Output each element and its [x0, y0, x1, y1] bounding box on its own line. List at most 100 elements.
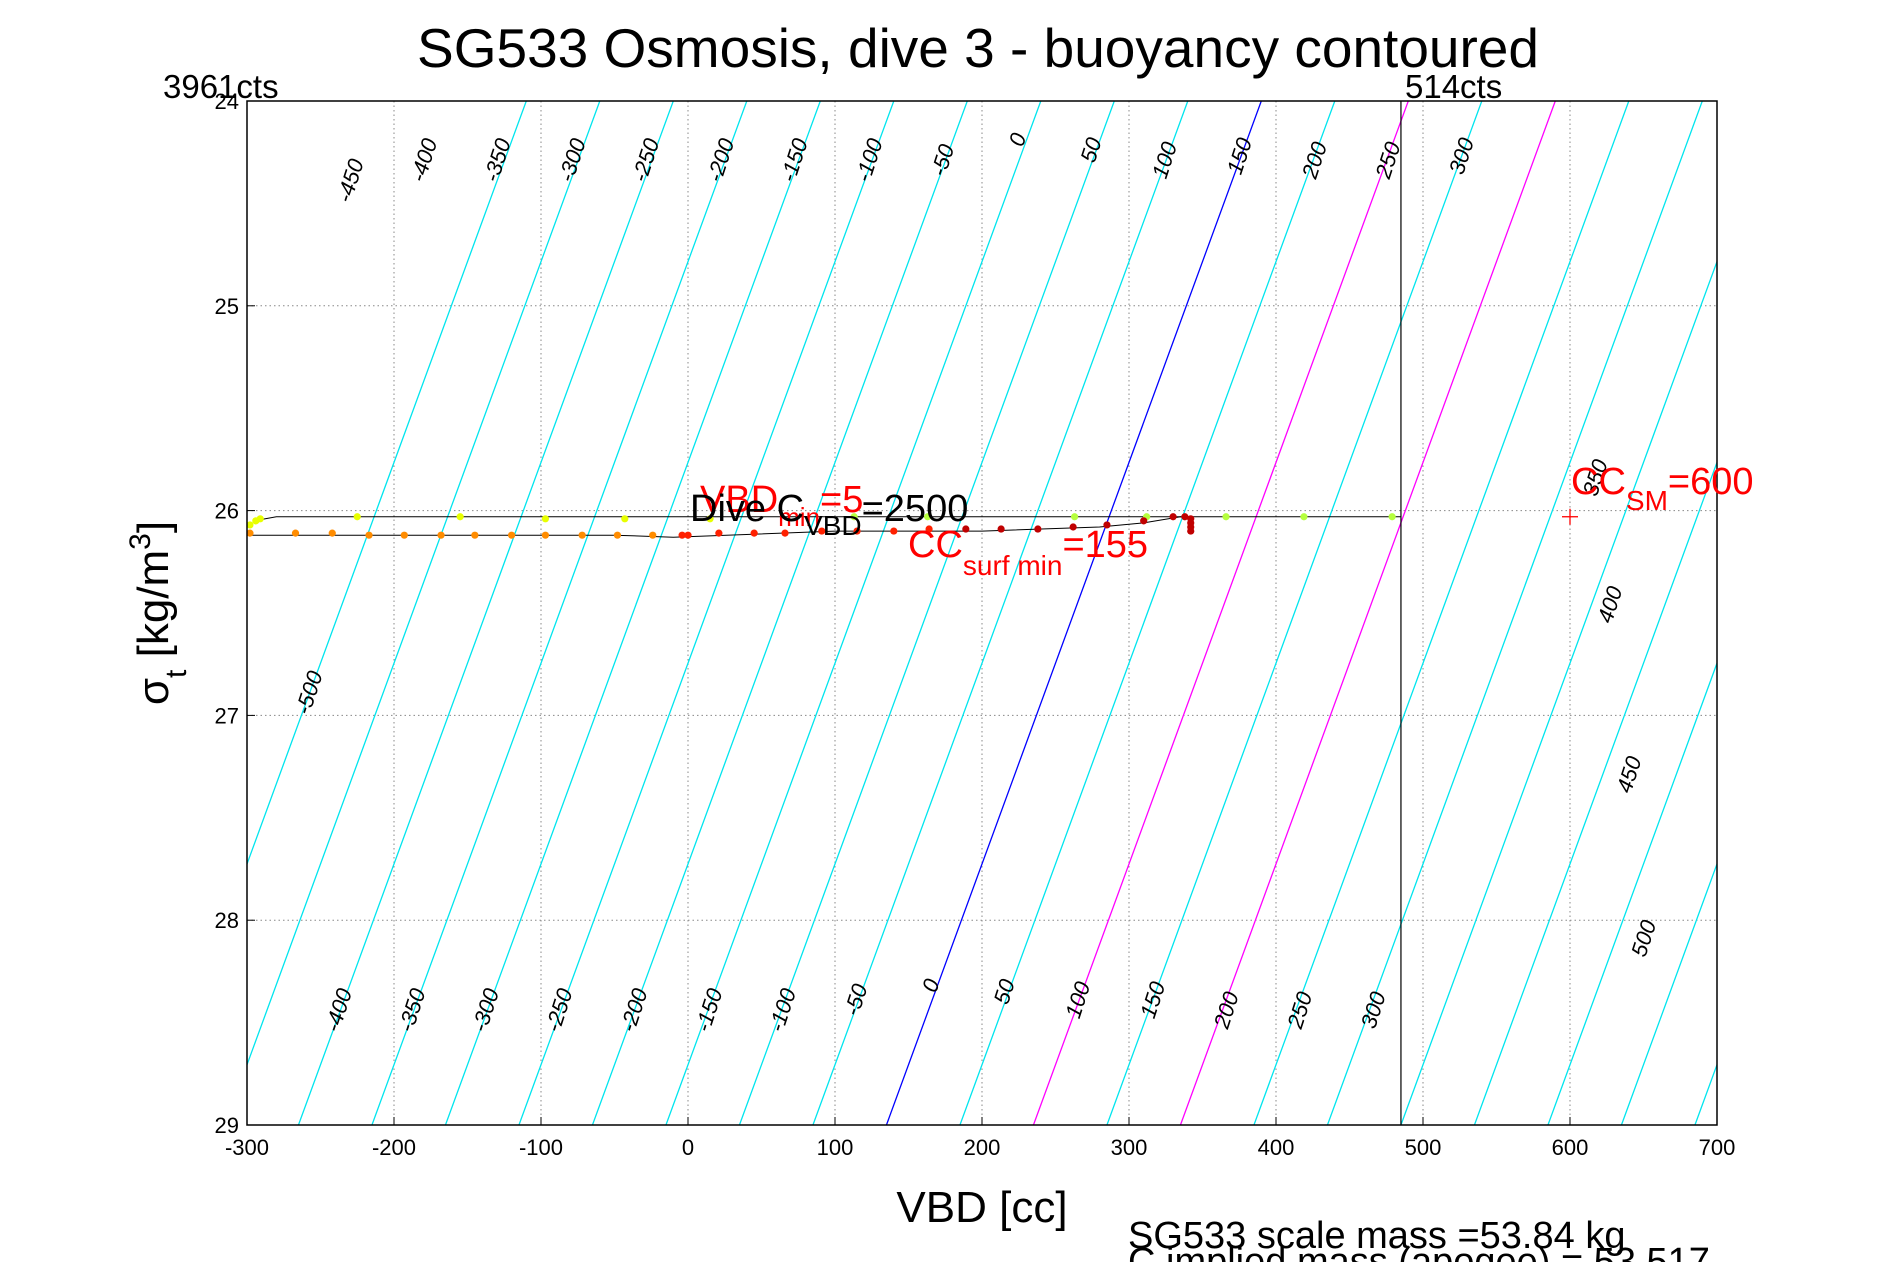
y-tick-label: 27 — [215, 703, 239, 728]
data-point — [924, 513, 932, 521]
x-tick-label: 400 — [1258, 1135, 1295, 1160]
contour-line — [247, 101, 527, 866]
data-point — [850, 513, 858, 521]
corner-right-label: 514cts — [1405, 68, 1502, 105]
chart-title: SG533 Osmosis, dive 3 - buoyancy contour… — [417, 17, 1539, 79]
y-axis-label: σt [kg/m3] — [124, 521, 193, 705]
data-point — [1103, 521, 1111, 529]
contour-line — [1106, 101, 1483, 1125]
data-point — [613, 531, 622, 539]
contour-line — [959, 101, 1336, 1125]
climb-trace-line — [254, 516, 1401, 522]
x-tick-label: 500 — [1405, 1135, 1442, 1160]
data-point — [365, 531, 373, 539]
data-point — [541, 515, 550, 523]
svg-text:σt [kg/m3]: σt [kg/m3] — [124, 521, 193, 705]
y-axis-superscript: 3 — [124, 533, 157, 550]
data-point — [684, 531, 692, 539]
data-point — [1140, 517, 1148, 525]
y-tick-label: 25 — [215, 294, 239, 319]
data-point — [649, 531, 657, 539]
data-point — [456, 513, 464, 521]
data-point — [578, 531, 586, 539]
x-tick-label: 0 — [682, 1135, 694, 1160]
y-tick-label: 26 — [215, 499, 239, 524]
data-point — [890, 527, 898, 535]
contour-line — [1326, 101, 1703, 1125]
data-point — [1169, 513, 1177, 521]
x-tick-label: -200 — [372, 1135, 416, 1160]
contour-line — [812, 101, 1189, 1125]
dive-c-vbd-annotation: Dive CVBD=2500 — [690, 488, 968, 541]
data-point — [353, 513, 361, 521]
contour-line — [297, 101, 674, 1125]
contour-line — [665, 101, 1042, 1125]
data-point — [1071, 513, 1079, 521]
data-point — [925, 525, 933, 533]
data-point — [256, 515, 264, 523]
x-tick-label: -300 — [225, 1135, 269, 1160]
contour-line — [1547, 661, 1717, 1125]
data-point — [715, 529, 723, 537]
data-point — [997, 525, 1005, 533]
contour-line — [1179, 101, 1556, 1125]
cc-sm-annotation: CCSM=600 — [1571, 461, 1753, 516]
data-point — [962, 525, 970, 533]
data-point — [1300, 513, 1308, 521]
data-point — [247, 521, 254, 529]
data-point — [1034, 525, 1042, 533]
dive-trace-line — [247, 516, 1191, 538]
data-point — [621, 515, 629, 523]
data-point — [1222, 513, 1230, 521]
x-tick-label: -100 — [519, 1135, 563, 1160]
data-point — [678, 531, 686, 539]
contour-line — [1400, 259, 1717, 1125]
data-point — [541, 531, 550, 539]
contour-line — [1032, 101, 1409, 1125]
footer-scale-mass: SG533 scale mass =53.84 kg — [1128, 1215, 1625, 1257]
data-point — [471, 531, 479, 539]
data-point — [291, 529, 300, 537]
data-point — [781, 529, 789, 537]
contour-line — [1253, 101, 1630, 1125]
data-point — [1187, 527, 1195, 535]
contour-line — [371, 101, 748, 1125]
contour-line — [738, 101, 1115, 1125]
data-point — [1388, 513, 1396, 521]
contour-line — [1620, 862, 1717, 1125]
data-point — [853, 527, 861, 535]
cc-sm-marker — [1562, 508, 1578, 525]
buoyancy-contours — [247, 101, 1717, 1125]
data-point — [1181, 513, 1189, 521]
grid-lines — [247, 101, 1717, 1125]
x-axis-label: VBD [cc] — [896, 1183, 1067, 1232]
x-axis-ticks: -300 -200 -100 0 100 200 300 400 500 600 700 — [225, 1117, 1735, 1160]
y-axis-subscript: t — [160, 669, 193, 678]
x-tick-label: 100 — [817, 1135, 854, 1160]
data-point — [437, 531, 445, 539]
contour-line — [247, 101, 601, 1067]
y-tick-label: 28 — [215, 908, 239, 933]
y-axis-symbol: σ — [129, 678, 178, 705]
x-tick-label: 300 — [1111, 1135, 1148, 1160]
cc-surf-min-annotation: CCsurf min=155 — [908, 524, 1148, 581]
contour-line — [885, 101, 1262, 1125]
y-axis-close: ] — [129, 521, 178, 533]
data-point — [400, 531, 408, 539]
vbd-min-annotation: VBDmin=5 — [700, 479, 863, 532]
data-point — [750, 529, 758, 537]
data-point — [328, 529, 336, 537]
y-axis-ticks: 24 25 26 27 28 29 — [215, 89, 255, 1138]
x-tick-label: 700 — [1699, 1135, 1736, 1160]
y-tick-label: 24 — [215, 89, 239, 114]
data-point — [818, 527, 826, 535]
data-point — [706, 515, 714, 523]
data-point — [247, 529, 254, 537]
footer-implied-mass: C implied mass (apogee) = 53.517 — [1128, 1241, 1710, 1262]
contour-line — [518, 101, 895, 1125]
y-axis-unit: [kg/m — [129, 550, 178, 670]
dive-traces — [247, 516, 1401, 538]
x-tick-label: 200 — [964, 1135, 1001, 1160]
